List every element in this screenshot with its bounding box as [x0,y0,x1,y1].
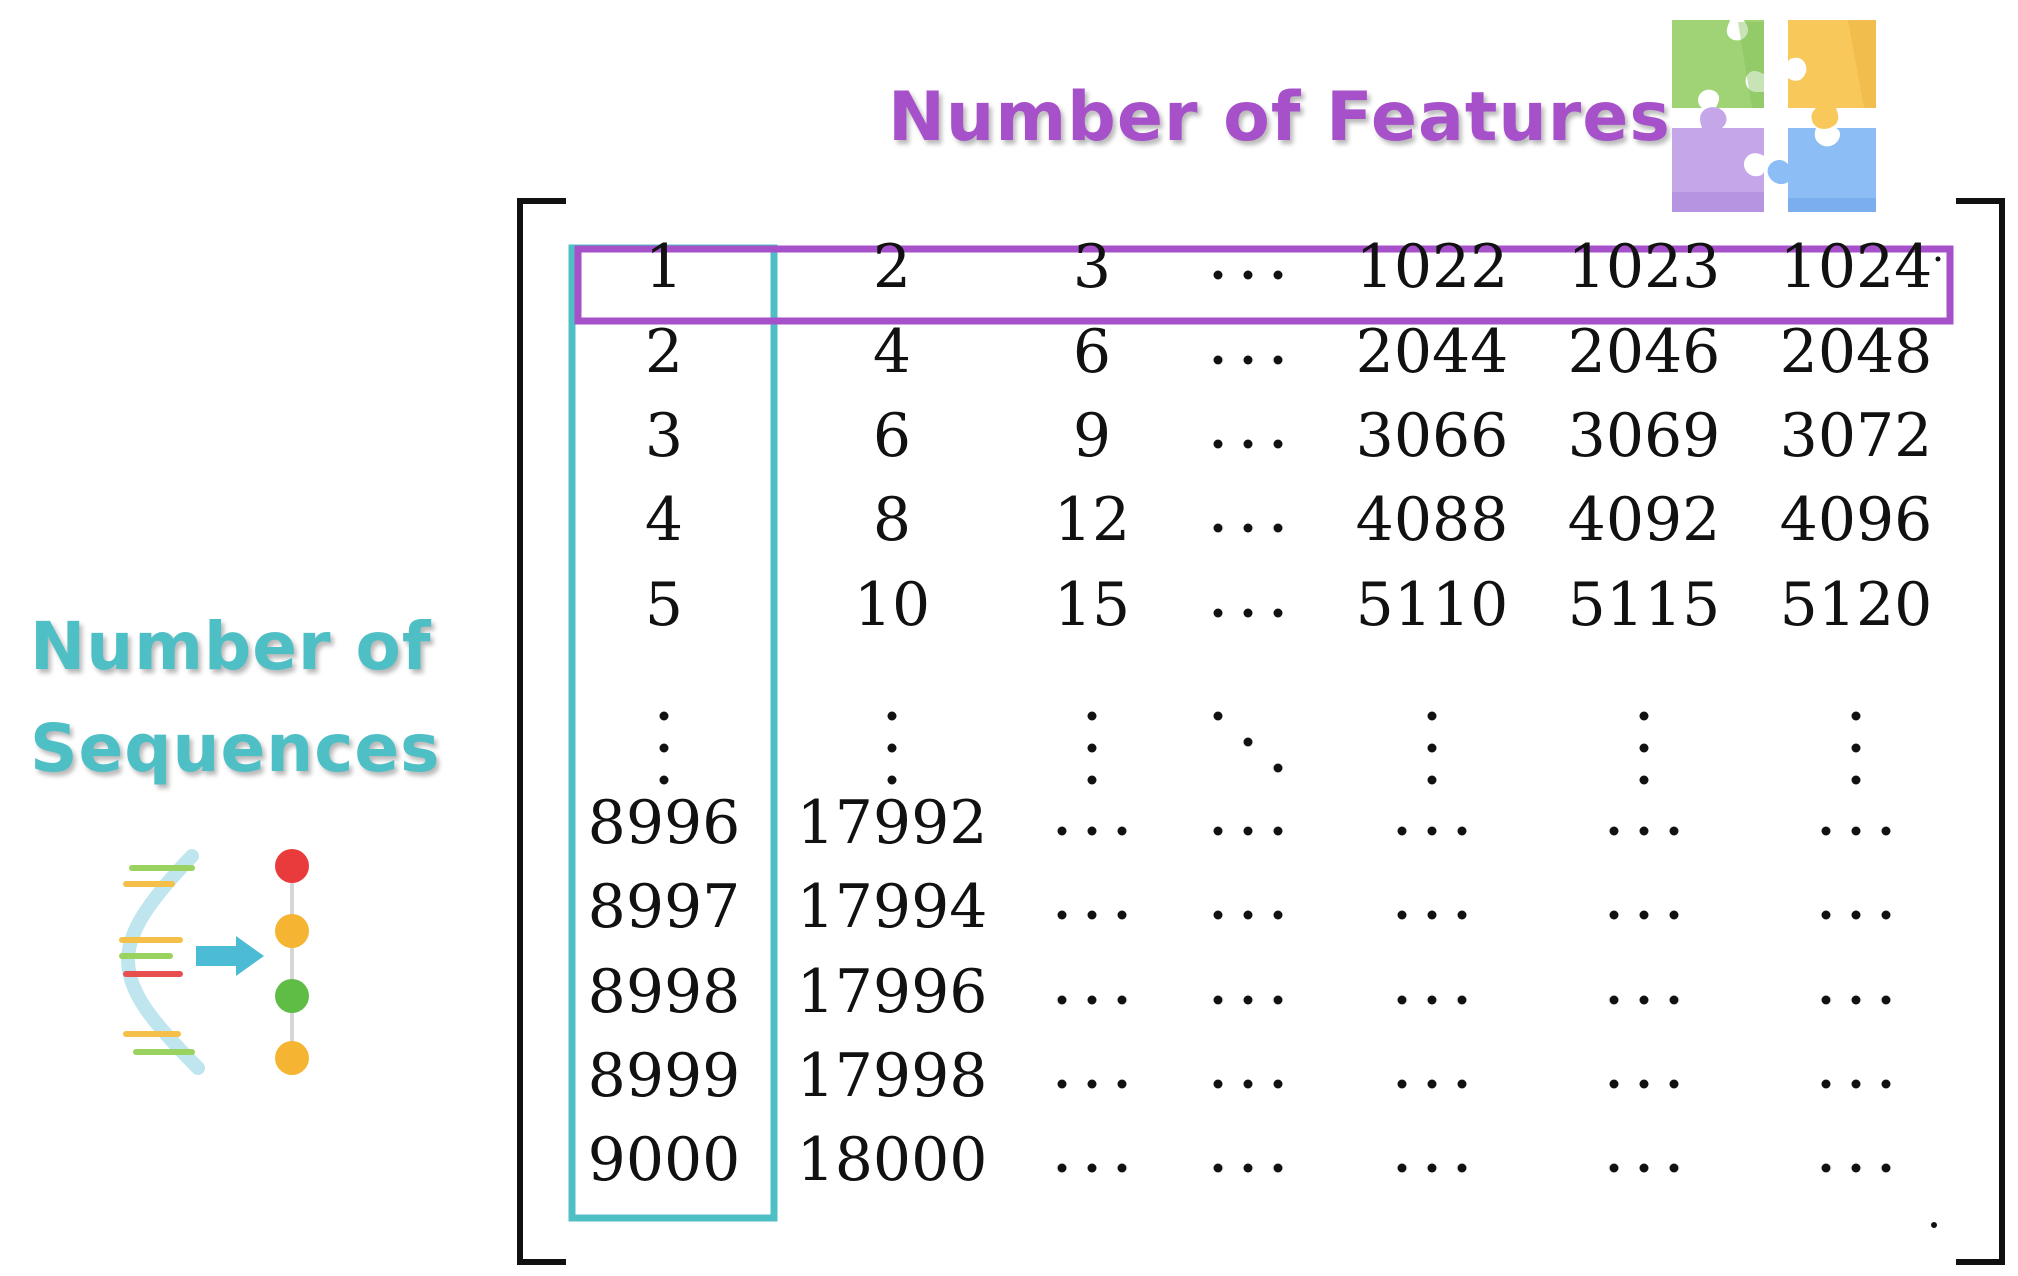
puzzle-pieces-icon [1672,20,1876,212]
matrix-cell-10-3 [1213,1163,1283,1173]
matrix-corner-dot [1935,256,1941,262]
matrix-cell-1-4: 2044 [1356,317,1509,387]
matrix-cell-9-3 [1213,1079,1283,1089]
matrix-cell-5-0 [659,711,669,785]
matrix-cell-6-2 [1057,826,1127,836]
matrix-cell-5-3 [1213,711,1283,773]
matrix-cell-7-1: 17994 [797,872,988,942]
matrix-cell-1-0: 2 [645,317,683,387]
matrix-cell-2-3 [1213,439,1283,449]
matrix-cell-0-4: 1022 [1356,232,1509,302]
matrix-cell-3-0: 4 [645,485,683,555]
matrix-cell-5-6 [1851,711,1861,785]
matrix-cell-2-1: 6 [873,401,911,471]
matrix-cell-6-0: 8996 [588,788,741,858]
matrix-cell-0-2: 3 [1073,232,1111,302]
matrix-cell-8-4 [1397,995,1467,1005]
matrix-end-dot [1931,1222,1937,1228]
matrix-cell-7-4 [1397,910,1467,920]
matrix-cell-0-6: 1024 [1780,232,1933,302]
matrix-cell-2-6: 3072 [1780,401,1933,471]
matrix-cell-10-1: 18000 [797,1125,988,1195]
sequences-title-line1: Number of [30,608,432,685]
feature-row-highlight [574,245,1954,325]
matrix-cell-5-2 [1087,711,1097,785]
matrix-cell-2-4: 3066 [1356,401,1509,471]
sequences-title-line2: Sequences [30,710,441,787]
matrix-cell-3-4: 4088 [1356,485,1509,555]
matrix-cell-2-2: 9 [1073,401,1111,471]
matrix-left-bracket [517,198,566,1265]
matrix-cell-4-2: 15 [1054,570,1130,640]
matrix-cell-7-2 [1057,910,1127,920]
matrix-cell-6-5 [1609,826,1679,836]
matrix-cell-5-4 [1427,711,1437,785]
matrix-cell-8-1: 17996 [797,957,988,1027]
matrix-cell-10-0: 9000 [588,1125,741,1195]
matrix-cell-10-6 [1821,1163,1891,1173]
matrix-cell-1-5: 2046 [1568,317,1721,387]
matrix-cell-4-4: 5110 [1356,570,1509,640]
matrix-cell-2-0: 3 [645,401,683,471]
matrix-cell-5-1 [887,711,897,785]
matrix-cell-4-0: 5 [645,570,683,640]
matrix-cell-0-3 [1213,270,1283,280]
matrix-cell-7-0: 8997 [588,872,741,942]
matrix-cell-4-3 [1213,608,1283,618]
matrix-cell-6-6 [1821,826,1891,836]
matrix-cell-3-2: 12 [1054,485,1130,555]
matrix-cell-2-5: 3069 [1568,401,1721,471]
matrix-cell-4-6: 5120 [1780,570,1933,640]
matrix-cell-7-5 [1609,910,1679,920]
matrix-cell-1-3 [1213,355,1283,365]
matrix-cell-0-5: 1023 [1568,232,1721,302]
matrix-cell-8-0: 8998 [588,957,741,1027]
matrix-right-bracket [1956,198,2005,1265]
sequences-title: Number of Sequences [30,596,440,800]
matrix-cell-9-2 [1057,1079,1127,1089]
matrix-cell-3-5: 4092 [1568,485,1721,555]
matrix-cell-10-4 [1397,1163,1467,1173]
matrix-cell-7-6 [1821,910,1891,920]
dna-sequence-icon [119,849,309,1075]
matrix-cell-3-1: 8 [873,485,911,555]
matrix-cell-1-1: 4 [873,317,911,387]
matrix-cell-1-2: 6 [1073,317,1111,387]
matrix-cell-4-5: 5115 [1568,570,1721,640]
matrix-cell-10-2 [1057,1163,1127,1173]
matrix-cell-8-3 [1213,995,1283,1005]
features-title: Number of Features [888,78,1671,157]
matrix-cell-4-1: 10 [854,570,930,640]
matrix-cell-6-1: 17992 [797,788,988,858]
matrix-cell-8-6 [1821,995,1891,1005]
matrix-cell-7-3 [1213,910,1283,920]
matrix-cell-9-5 [1609,1079,1679,1089]
matrix-cell-5-5 [1639,711,1649,785]
matrix-cell-6-3 [1213,826,1283,836]
matrix-cell-3-3 [1213,523,1283,533]
matrix-cell-8-2 [1057,995,1127,1005]
matrix-cell-9-0: 8999 [588,1041,741,1111]
matrix-cell-8-5 [1609,995,1679,1005]
matrix-cell-0-0: 1 [645,232,683,302]
matrix-cell-1-6: 2048 [1780,317,1933,387]
matrix-cell-9-1: 17998 [797,1041,988,1111]
matrix-cell-9-4 [1397,1079,1467,1089]
matrix-cell-6-4 [1397,826,1467,836]
matrix-cell-0-1: 2 [873,232,911,302]
matrix-cell-9-6 [1821,1079,1891,1089]
matrix-cell-3-6: 4096 [1780,485,1933,555]
matrix-cell-10-5 [1609,1163,1679,1173]
